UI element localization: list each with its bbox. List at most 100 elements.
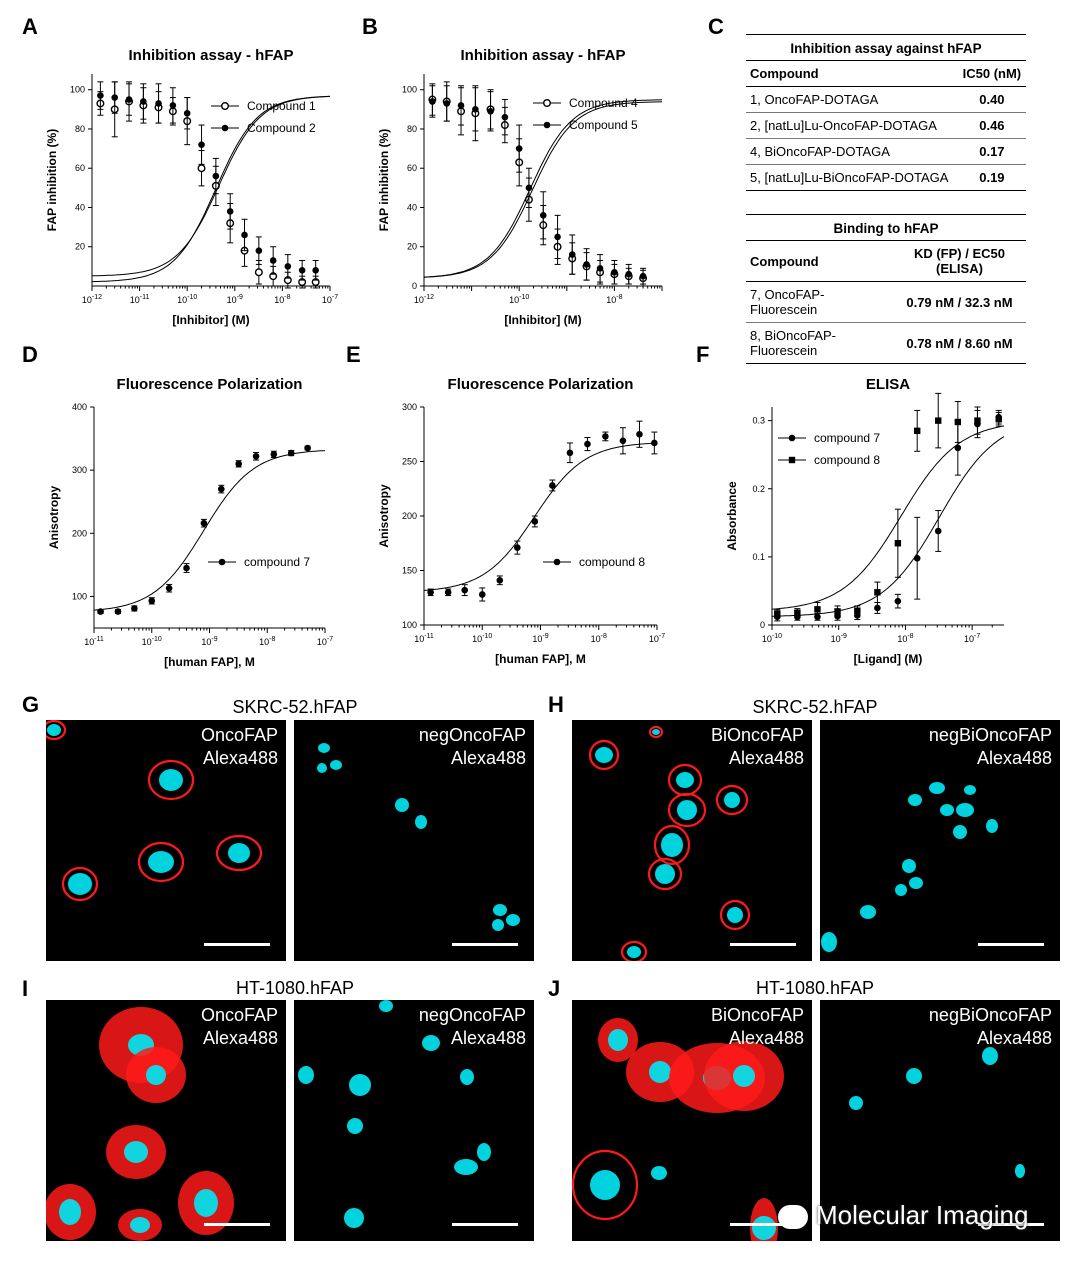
nucleus [608, 1029, 628, 1051]
nucleus [422, 1035, 440, 1051]
nucleus [727, 907, 743, 923]
cell-image [849, 1047, 1025, 1178]
nucleus [652, 729, 660, 735]
x-tick-label: 10-7 [649, 633, 665, 644]
x-tick-label: 10-8 [259, 636, 275, 647]
y-tick-label: 400 [72, 402, 87, 412]
y-tick-label: 200 [72, 528, 87, 538]
nucleus [146, 1065, 166, 1085]
fit-curve [771, 425, 1005, 610]
ic50-row-value: 0.40 [957, 86, 1026, 113]
x-tick-label: 10-11 [414, 633, 434, 644]
data-point [894, 597, 902, 605]
nucleus [454, 1159, 478, 1175]
data-point [554, 233, 561, 241]
y-axis-label: FAP inhibition (%) [45, 129, 59, 231]
data-point [270, 451, 278, 458]
scale-bar [452, 943, 518, 946]
x-tick-label: 10-12 [414, 294, 434, 305]
data-point [874, 604, 881, 612]
binding-table: Binding to hFAP Compound KD (FP) / EC50 … [746, 214, 1026, 364]
membrane [653, 824, 691, 866]
data-point [241, 231, 248, 239]
nucleus [148, 851, 174, 873]
x-axis-label: [Ligand] (M) [854, 652, 923, 666]
y-tick-label: 100 [72, 591, 87, 601]
image-label: negBiOncoFAP Alexa488 [928, 725, 1052, 768]
data-point [183, 564, 190, 572]
image-label: OncoFAP Alexa488 [200, 725, 278, 768]
data-point [111, 94, 119, 101]
nucleus [661, 833, 683, 857]
nucleus [395, 798, 409, 812]
data-point [934, 527, 942, 535]
panel-letter-j: J [548, 976, 561, 1001]
legend-marker [788, 456, 796, 464]
x-tick-label: 10-9 [831, 633, 847, 644]
image-label: negBiOncoFAP Alexa488 [928, 1005, 1052, 1048]
x-tick-label: 10-7 [317, 636, 333, 647]
data-point [478, 591, 486, 598]
membrane [46, 720, 67, 741]
data-point [131, 605, 138, 612]
y-tick-label: 300 [402, 402, 417, 412]
fit-curve [93, 450, 326, 611]
micro-title-h: SKRC-52.hFAP [752, 697, 878, 717]
data-point [874, 589, 881, 596]
x-axis-label: [Inhibitor] (M) [172, 313, 249, 327]
image-label: BiOncoFAP Alexa488 [710, 725, 804, 768]
legend-label: Compound 1 [247, 99, 316, 113]
binding-table-caption: Binding to hFAP [746, 214, 1026, 241]
table-row: 7, OncoFAP-Fluorescein 0.79 nM / 32.3 nM [746, 281, 1026, 323]
cell-image [46, 1007, 234, 1241]
membrane [620, 940, 648, 961]
data-point [197, 164, 206, 173]
legend-marker [543, 121, 551, 129]
x-tick-label: 10-9 [201, 636, 217, 647]
ic50-row-compound: 2, [natLu]Lu-OncoFAP-DOTAGA [746, 112, 958, 139]
x-tick-label: 10-10 [472, 633, 492, 644]
data-point [461, 586, 469, 594]
image-label: negOncoFAP Alexa488 [418, 1005, 526, 1048]
nucleus [821, 932, 837, 952]
data-point [427, 589, 434, 596]
fit-curve [92, 95, 331, 283]
y-tick-label: 80 [75, 124, 85, 134]
data-point [429, 98, 436, 105]
x-tick-label: 10-12 [82, 294, 102, 305]
x-tick-label: 10-7 [322, 294, 338, 305]
data-point [636, 430, 643, 438]
nucleus [733, 1065, 755, 1087]
data-point [165, 584, 173, 592]
data-point [568, 251, 576, 258]
scale-bar [978, 1223, 1044, 1226]
microscopy-image: OncoFAP Alexa488 [46, 1000, 286, 1241]
legend-marker [221, 124, 229, 132]
nucleus [228, 843, 250, 863]
nucleus [318, 743, 330, 753]
data-point [525, 184, 533, 192]
x-tick-label: 10-10 [142, 636, 162, 647]
data-point [169, 102, 177, 109]
data-point [854, 607, 861, 614]
y-axis-label: Anisotropy [47, 486, 61, 550]
data-point [774, 610, 781, 617]
data-point [298, 266, 306, 274]
legend-label: Compound 5 [569, 118, 638, 132]
y-tick-label: 20 [75, 242, 85, 252]
scale-bar [452, 1223, 518, 1226]
fit-curve [92, 95, 331, 277]
data-point [226, 208, 234, 215]
chart-d: Fluorescence Polarization 100 200 300 400 10-… [47, 376, 333, 669]
data-point [566, 449, 574, 457]
data-point [457, 102, 465, 109]
y-tick-label: 20 [407, 242, 417, 252]
data-point [97, 608, 104, 615]
nucleus [477, 1143, 491, 1161]
membrane [647, 857, 683, 891]
data-point [284, 263, 292, 270]
data-point [935, 417, 942, 424]
ic50-table: Inhibition assay against hFAP Compound I… [746, 34, 1026, 191]
membrane [588, 739, 620, 771]
panel-letter-g: G [22, 692, 40, 717]
